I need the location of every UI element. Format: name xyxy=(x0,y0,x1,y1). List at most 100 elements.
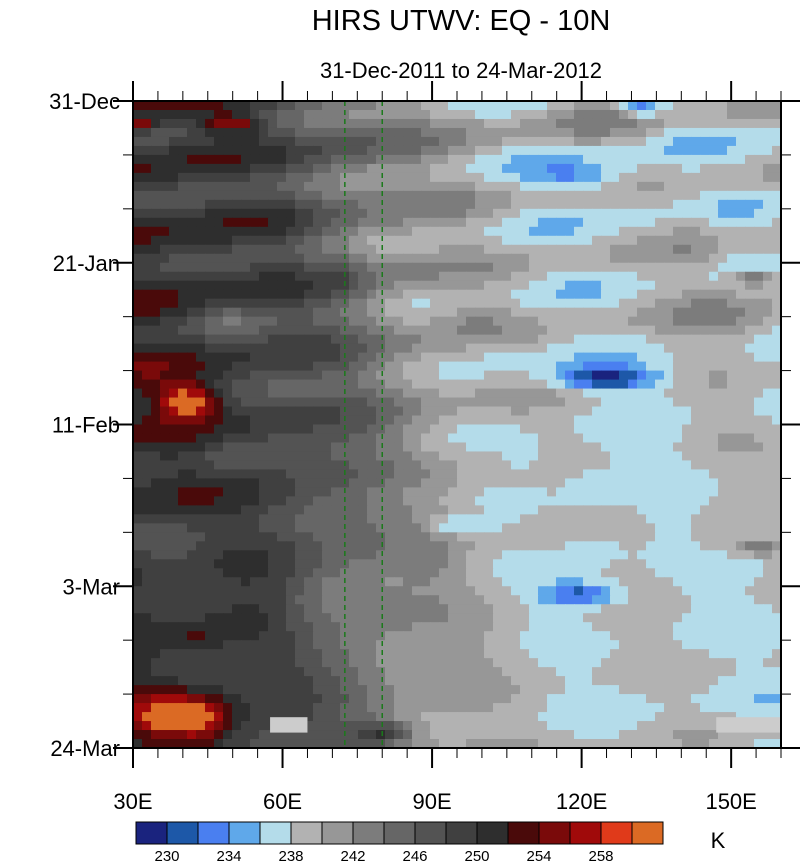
field-cell xyxy=(754,685,764,695)
field-cell xyxy=(673,424,683,435)
field-cell xyxy=(475,154,485,165)
field-cell xyxy=(448,334,458,345)
field-cell xyxy=(241,127,251,138)
field-cell xyxy=(286,388,296,399)
field-cell xyxy=(556,604,566,614)
field-cell xyxy=(547,550,557,560)
field-cell xyxy=(439,289,449,300)
field-cell xyxy=(268,694,278,704)
field-cell xyxy=(727,694,737,704)
field-cell xyxy=(439,568,449,578)
field-cell xyxy=(529,208,539,219)
field-cell xyxy=(511,658,521,668)
field-cell xyxy=(718,361,728,372)
field-cell xyxy=(466,505,476,515)
field-cell xyxy=(772,379,781,390)
field-cell xyxy=(646,667,656,677)
field-cell xyxy=(178,622,188,632)
field-cell xyxy=(502,460,512,471)
field-cell xyxy=(565,523,575,533)
field-cell xyxy=(151,442,161,453)
field-cell xyxy=(232,415,242,426)
field-cell xyxy=(439,172,449,183)
field-cell xyxy=(601,532,611,542)
field-cell xyxy=(268,289,278,300)
field-cell xyxy=(394,505,404,515)
field-cell xyxy=(268,199,278,210)
field-cell xyxy=(133,415,143,426)
field-cell xyxy=(277,199,287,210)
field-cell xyxy=(448,703,458,713)
field-cell xyxy=(628,667,638,677)
field-cell xyxy=(556,208,566,219)
field-cell xyxy=(475,379,485,390)
field-cell xyxy=(466,316,476,327)
field-cell xyxy=(592,577,602,587)
field-cell xyxy=(565,163,575,174)
field-cell xyxy=(385,424,395,435)
field-cell xyxy=(574,685,584,695)
field-cell xyxy=(556,136,566,147)
field-cell xyxy=(196,586,206,596)
field-cell xyxy=(682,235,692,246)
field-cell xyxy=(403,109,413,120)
field-cell xyxy=(754,109,764,120)
field-cell xyxy=(457,631,467,641)
field-cell xyxy=(610,622,620,632)
field-cell xyxy=(664,397,674,408)
field-cell xyxy=(628,262,638,273)
field-cell xyxy=(430,343,440,354)
field-cell xyxy=(421,307,431,318)
field-cell xyxy=(412,109,422,120)
field-cell xyxy=(772,460,781,471)
field-cell xyxy=(655,622,665,632)
field-cell xyxy=(529,568,539,578)
field-cell xyxy=(259,388,269,399)
field-cell xyxy=(268,352,278,363)
field-cell xyxy=(331,460,341,471)
field-cell xyxy=(412,190,422,201)
field-cell xyxy=(358,298,368,309)
field-cell xyxy=(412,568,422,578)
field-cell xyxy=(466,101,476,111)
field-cell xyxy=(421,397,431,408)
field-cell xyxy=(763,604,773,614)
field-cell xyxy=(736,226,746,237)
field-cell xyxy=(565,550,575,560)
field-cell xyxy=(376,298,386,309)
field-cell xyxy=(268,145,278,156)
field-cell xyxy=(592,451,602,462)
field-cell xyxy=(547,298,557,309)
field-cell xyxy=(160,550,170,560)
field-cell xyxy=(475,109,485,120)
field-cell xyxy=(556,460,566,471)
field-cell xyxy=(367,101,377,111)
field-cell xyxy=(718,370,728,381)
field-cell xyxy=(223,568,233,578)
field-cell xyxy=(529,649,539,659)
field-cell xyxy=(169,199,179,210)
field-cell xyxy=(727,577,737,587)
field-cell xyxy=(700,595,710,605)
field-cell xyxy=(583,604,593,614)
field-cell xyxy=(547,424,557,435)
field-cell xyxy=(646,685,656,695)
field-cell xyxy=(214,613,224,623)
field-cell xyxy=(439,217,449,228)
field-cell xyxy=(718,208,728,219)
field-cell xyxy=(475,523,485,533)
field-cell xyxy=(331,289,341,300)
field-cell xyxy=(628,469,638,480)
field-cell xyxy=(286,199,296,210)
field-cell xyxy=(655,514,665,524)
field-cell xyxy=(322,352,332,363)
field-cell xyxy=(556,667,566,677)
field-cell xyxy=(331,352,341,363)
field-cell xyxy=(655,505,665,515)
field-cell xyxy=(142,316,152,327)
field-cell xyxy=(430,532,440,542)
field-cell xyxy=(313,541,323,551)
field-cell xyxy=(223,640,233,650)
field-cell xyxy=(313,208,323,219)
field-cell xyxy=(547,631,557,641)
